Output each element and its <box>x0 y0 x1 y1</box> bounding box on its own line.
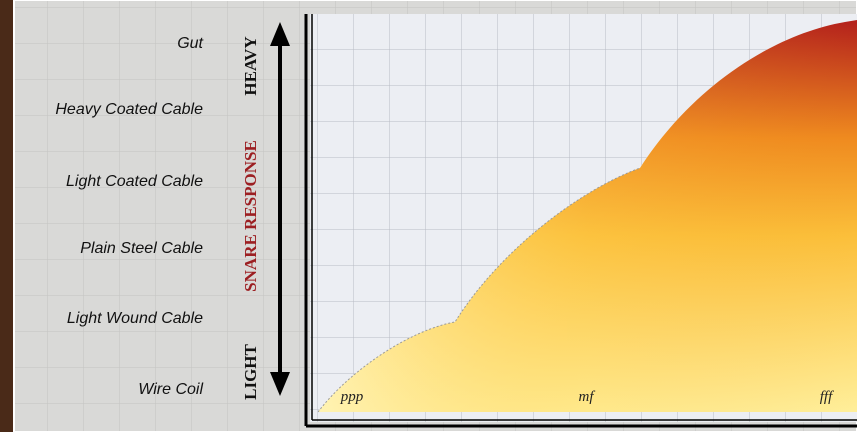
level-label: Light Coated Cable <box>66 173 203 190</box>
level-label: Gut <box>177 35 203 52</box>
wood-edge <box>0 0 14 432</box>
dynamic-label: fff <box>820 389 834 405</box>
axis-title: SNARE RESPONSE <box>241 140 260 292</box>
level-label: Heavy Coated Cable <box>55 101 203 118</box>
axis-top: HEAVY <box>241 36 260 95</box>
level-label: Light Wound Cable <box>67 310 203 327</box>
axis-bottom: LIGHT <box>241 343 260 399</box>
level-label: Wire Coil <box>138 381 203 398</box>
dynamic-label: ppp <box>340 389 364 405</box>
level-label: Plain Steel Cable <box>80 240 203 257</box>
diagram: Gut Heavy Coated Cable Light Coated Cabl… <box>0 0 857 432</box>
dynamic-label: mf <box>579 389 596 405</box>
